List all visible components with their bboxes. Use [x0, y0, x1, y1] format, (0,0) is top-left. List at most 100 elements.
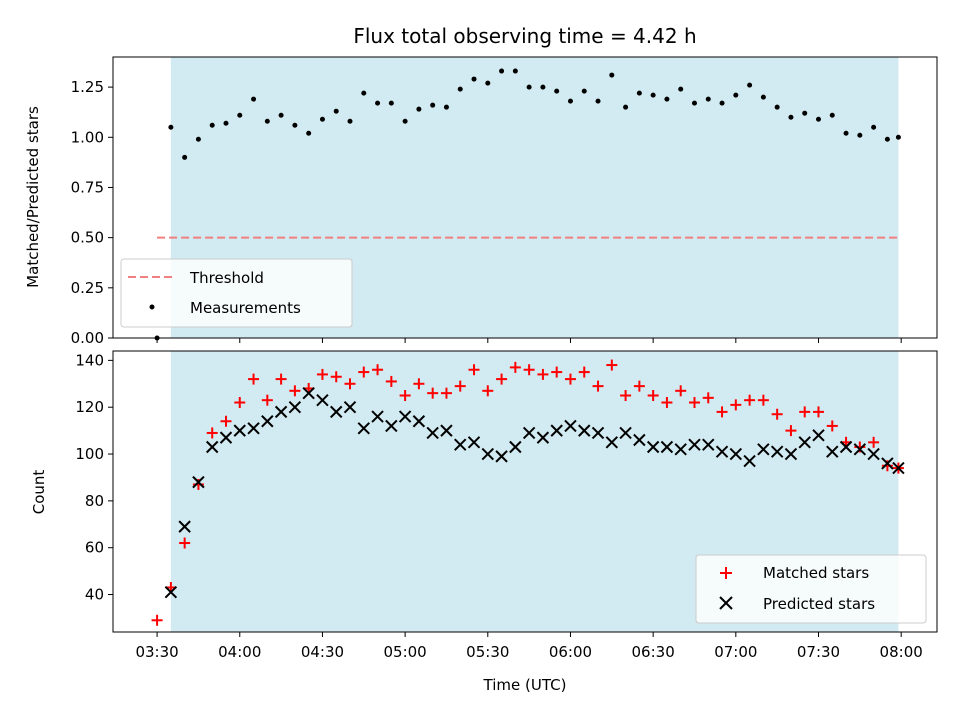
data-point [388, 100, 394, 106]
predicted-point [839, 440, 853, 454]
predicted-point [892, 461, 905, 475]
data-point [788, 114, 794, 120]
y-tick-label: 0.25 [71, 279, 104, 297]
matched-point [564, 373, 576, 385]
data-point [829, 112, 835, 118]
matched-point [606, 359, 618, 371]
data-point [760, 94, 766, 100]
matched-point [344, 378, 356, 390]
matched-point [688, 397, 700, 409]
y-tick-label: 1.25 [71, 78, 104, 96]
matched-point [482, 385, 494, 397]
bottom-legend-box [695, 554, 927, 624]
data-point [319, 116, 325, 122]
data-point [540, 84, 546, 90]
chart-title: Flux total observing time = 4.42 h [353, 24, 696, 48]
predicted-point [219, 431, 233, 444]
predicted-point [509, 440, 522, 454]
predicted-point [770, 445, 784, 458]
data-point [733, 92, 739, 98]
top-y-ticks: 0.00 0.25 0.50 0.75 1.00 1.25 [71, 78, 113, 347]
predicted-point [826, 445, 839, 458]
predicted-legend-swatch [719, 596, 733, 610]
predicted-point [522, 426, 536, 440]
data-point [375, 100, 381, 106]
data-point [609, 72, 615, 78]
data-point [567, 98, 573, 104]
predicted-point [578, 424, 591, 437]
data-point [168, 124, 174, 130]
data-point [623, 104, 629, 110]
y-tick-label: 40 [85, 586, 104, 604]
matched-point [261, 394, 273, 406]
matched-point [661, 397, 673, 409]
predicted-point [743, 454, 756, 468]
data-point [895, 134, 901, 140]
threshold-legend-label: Threshold [189, 269, 264, 287]
x-tick-label: 05:30 [466, 643, 509, 661]
data-point [664, 96, 670, 102]
data-point [264, 118, 270, 124]
predicted-point [881, 457, 894, 470]
predicted-point [633, 433, 646, 447]
x-tick-label: 04:30 [301, 643, 344, 661]
data-point [416, 106, 422, 112]
predicted-point [385, 419, 398, 433]
matched-point [468, 364, 480, 376]
predicted-point [247, 422, 260, 435]
matched-legend-swatch [720, 567, 732, 579]
predicted-point [798, 436, 811, 449]
predicted-point [164, 585, 178, 599]
matched-point [785, 425, 797, 437]
data-point [581, 88, 587, 94]
matched-point [592, 380, 604, 392]
matched-point [812, 406, 824, 418]
data-point [333, 108, 339, 114]
predicted-point [660, 440, 674, 454]
predicted-point [371, 410, 384, 423]
data-point [636, 90, 642, 96]
top-x-ticks [156, 338, 902, 343]
data-point [499, 68, 505, 74]
predicted-point [316, 393, 329, 407]
matched-point [151, 614, 163, 626]
bottom-y-axis-label: Count [30, 470, 48, 515]
predicted-point [302, 386, 315, 400]
x-tick-label: 05:00 [384, 643, 427, 661]
matched-point [454, 380, 466, 392]
predicted-point [178, 520, 191, 533]
predicted-point [467, 436, 481, 449]
data-point [691, 100, 697, 106]
matched-point [633, 380, 645, 392]
data-point [361, 90, 367, 96]
x-tick-label: 08:00 [880, 643, 923, 661]
predicted-point [729, 447, 743, 461]
data-point [871, 124, 877, 130]
data-point [705, 96, 711, 102]
bottom-legend: Matched stars Predicted stars [695, 554, 927, 624]
data-point [292, 122, 298, 128]
predicted-point [688, 438, 701, 451]
predicted-point [398, 410, 412, 423]
matched-point [509, 361, 521, 373]
x-tick-label: 03:30 [135, 643, 178, 661]
data-point [457, 86, 463, 92]
predicted-point [564, 419, 577, 433]
matched-point [427, 387, 439, 399]
matched-point [702, 392, 714, 404]
matched-point [757, 394, 769, 406]
matched-point [578, 366, 590, 378]
matched-point [385, 375, 397, 387]
data-point [278, 112, 284, 118]
bottom-panel: 40 60 80 100 120 140 03:30 04:00 04:30 05:00 05:3… [30, 350, 938, 694]
matched-point [744, 394, 756, 406]
data-point [678, 86, 684, 92]
matched-point [799, 406, 811, 418]
top-panel: 0.00 0.25 0.50 0.75 1.00 1.25 Matched/Predict… [24, 56, 938, 347]
predicted-point [426, 426, 439, 440]
data-point [595, 98, 601, 104]
matched-point [440, 387, 452, 399]
data-point [306, 130, 312, 136]
matched-point [826, 420, 838, 432]
